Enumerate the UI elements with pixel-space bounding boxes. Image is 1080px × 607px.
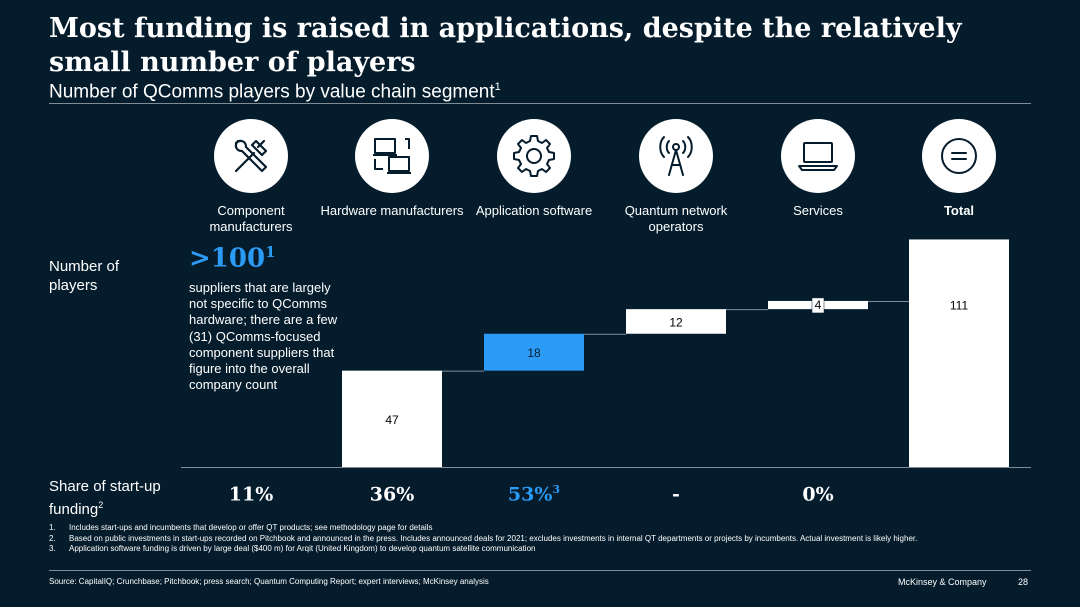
header-divider [49,103,1031,104]
segment-label-application: Application software [475,203,593,218]
brand-name: McKinsey & Company [898,577,987,587]
footnote-2: 2. Based on public investments in start-u… [49,533,918,543]
bar-label-4: 4 [815,298,822,312]
gear-icon [497,119,571,193]
segment-label-total: Total [943,203,975,218]
source-note: Source: CapitalIQ; Crunchbase; Pitchbook… [49,577,489,586]
footnote-1: 1. Includes start-ups and incumbents that… [49,523,433,532]
share-application: 53%3 [507,483,561,506]
row-label-funding: Share of start-up funding2 [49,478,161,518]
page-number: 28 [1018,577,1029,587]
bar-label-5: 111 [950,298,969,312]
footer-divider [49,570,1031,571]
component-note: suppliers that are largely not specific … [189,280,338,393]
footnote-3: 3. Application software funding is driven… [49,544,536,553]
bar-label-2: 18 [527,346,541,360]
component-count-callout: >1001 [189,243,276,274]
bar-2 [484,333,584,371]
antenna-tower-icon [639,119,713,193]
tools-icon [214,119,288,193]
share-component: 11% [228,483,274,506]
bar-label-bg-4 [811,297,825,314]
bar-label-3: 12 [669,315,683,329]
equals-icon [922,119,996,193]
bar-label-1: 47 [385,413,399,427]
row-label-players: Number of players [49,258,120,294]
hardware-devices-icon [355,119,429,193]
laptop-icon [781,119,855,193]
page-title: Most funding is raised in applications, … [49,13,962,78]
share-network: - [672,483,680,506]
chart-subtitle: Number of QComms players by value chain … [49,81,501,103]
bar-1 [342,370,442,467]
segment-label-component: Component manufacturers [209,203,293,234]
footnotes: 1. Includes start-ups and incumbents that… [49,523,1029,555]
share-services: 0% [802,483,834,506]
segment-label-hardware: Hardware manufacturers [320,203,464,218]
segment-label-network: Quantum network operators [624,203,728,234]
bar-5 [909,239,1009,467]
bar-3 [626,309,726,334]
segment-label-services: Services [793,203,843,218]
share-hardware: 36% [369,483,415,506]
